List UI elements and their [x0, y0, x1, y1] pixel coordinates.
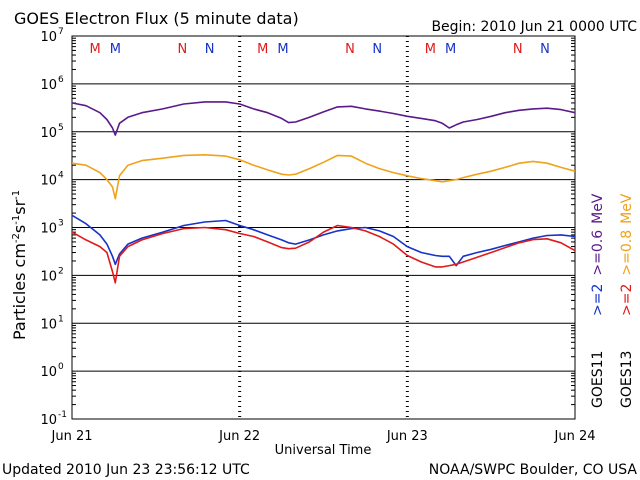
- y-tick-label: 10: [40, 30, 57, 45]
- credit-line: NOAA/SWPC Boulder, CO USA: [429, 462, 638, 478]
- series-line-g11_ge2: [71, 214, 576, 267]
- chart-title: GOES Electron Flux (5 minute data): [14, 9, 299, 28]
- marker-label: N: [540, 42, 550, 57]
- marker-label: N: [513, 42, 523, 57]
- legend-goes11-ge06: >=0.6: [590, 230, 606, 276]
- legend-goes11-ge2: >=2: [590, 284, 606, 316]
- y-axis-exp-1: -2: [11, 233, 22, 243]
- x-tick-labels: Jun 21 Jun 22 Jun 23 Jun 24: [51, 429, 596, 444]
- x-tick-label: Jun 23: [386, 429, 428, 444]
- series-lines: [71, 101, 576, 284]
- y-axis-exp-3: -1: [11, 190, 22, 200]
- marker-label: M: [277, 42, 288, 57]
- legend-goes13-channels: >=2 >=0.8 MeV: [619, 193, 635, 316]
- legend-goes13-ge2: >=2: [619, 284, 635, 316]
- legend-goes13-unit: MeV: [619, 193, 635, 224]
- x-axis-title: Universal Time: [275, 443, 372, 458]
- x-tick-label: Jun 22: [218, 429, 260, 444]
- marker-label: M: [425, 42, 436, 57]
- marker-label: N: [205, 42, 215, 57]
- series-line-g11_ge06: [71, 101, 576, 136]
- legend-goes13-ge08: >=0.8: [619, 230, 635, 276]
- y-tick-exponent: 6: [58, 75, 64, 85]
- marker-label: N: [178, 42, 188, 57]
- y-tick-label: 10: [40, 222, 57, 237]
- y-axis-title-prefix: Particles cm: [10, 243, 29, 340]
- marker-label: N: [345, 42, 355, 57]
- marker-label: M: [110, 42, 121, 57]
- marker-label: N: [372, 42, 382, 57]
- y-tick-label: 10: [40, 413, 57, 428]
- y-axis-exp-2: -1: [11, 215, 22, 225]
- y-tick-label: 10: [40, 174, 57, 189]
- y-tick-exponent: 5: [58, 123, 64, 133]
- marker-label: M: [89, 42, 100, 57]
- marker-label: M: [445, 42, 456, 57]
- y-axis-title-s: s: [10, 225, 29, 233]
- legend-goes11-unit: MeV: [590, 193, 606, 224]
- x-tick-label: Jun 24: [554, 429, 596, 444]
- series-line-g13_ge2: [71, 224, 576, 284]
- updated-timestamp: Updated 2010 Jun 23 23:56:12 UTC: [2, 462, 250, 478]
- grid-lines: [72, 37, 575, 406]
- y-tick-exponent: 0: [58, 362, 64, 372]
- y-tick-exponent: 7: [58, 27, 64, 37]
- y-tick-exponent: 3: [58, 219, 64, 229]
- begin-date: Begin: 2010 Jun 21 0000 UTC: [431, 19, 637, 35]
- y-tick-exponent: 2: [58, 266, 64, 276]
- y-tick-label: 10: [40, 317, 57, 332]
- y-tick-exponent: -1: [58, 410, 67, 420]
- legend-goes11: GOES11: [590, 351, 606, 408]
- y-tick-label: 10: [40, 365, 57, 380]
- x-tick-label: Jun 21: [51, 429, 93, 444]
- marker-label: M: [257, 42, 268, 57]
- legend-goes13: GOES13: [619, 351, 635, 408]
- y-axis-title-sr: sr: [10, 199, 29, 214]
- series-line-g13_ge08: [71, 154, 576, 200]
- y-tick-label: 10: [40, 126, 57, 141]
- y-tick-label: 10: [40, 78, 57, 93]
- legend-goes11-channels: >=2 >=0.6 MeV: [590, 193, 606, 316]
- y-tick-exponent: 1: [58, 314, 64, 324]
- y-axis-title: Particles cm-2s-1sr-1: [10, 190, 29, 340]
- y-tick-exponent: 4: [58, 171, 64, 181]
- y-tick-label: 10: [40, 269, 57, 284]
